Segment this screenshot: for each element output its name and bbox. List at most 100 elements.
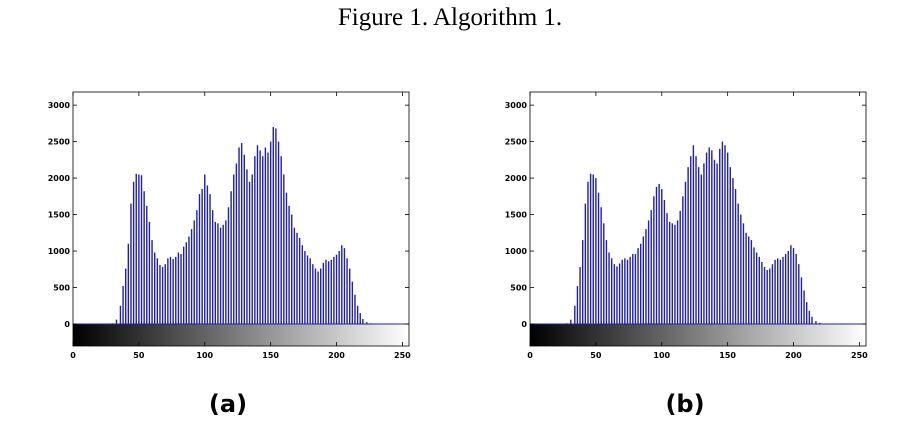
histogram-bar	[592, 174, 594, 324]
y-tick-label: 2000	[48, 174, 71, 183]
histogram-bar	[808, 310, 811, 324]
histogram-bar	[140, 175, 143, 324]
histogram-bar	[115, 319, 118, 324]
histogram-bar	[624, 258, 626, 324]
histogram-bar	[721, 141, 724, 324]
histogram-bar	[309, 258, 311, 324]
histogram-bar	[354, 294, 356, 324]
histogram-bar	[180, 253, 182, 324]
histogram-bar	[177, 252, 180, 324]
colorbar	[73, 324, 409, 346]
plot-frame	[529, 91, 867, 347]
histogram-bar	[787, 251, 789, 324]
histogram-bar	[779, 259, 782, 324]
histogram-bar	[256, 145, 259, 324]
histogram-bar	[734, 189, 737, 324]
histogram-bar	[695, 156, 697, 324]
histogram-bar	[201, 189, 203, 324]
histogram-bar	[132, 181, 135, 324]
histogram-bar	[716, 163, 718, 324]
x-tick-label: 150	[719, 351, 736, 360]
histogram-bar	[745, 232, 747, 324]
histogram-bar	[314, 268, 317, 324]
histogram-bar	[335, 254, 338, 324]
histogram-bar	[161, 267, 164, 324]
histogram-panel-b: 0 500 1000 1500 2000 2500 3000 0 50 100 150 200 250	[505, 78, 868, 368]
histogram-bar	[351, 281, 354, 324]
histogram-bar	[146, 205, 148, 324]
histogram-bar	[806, 302, 808, 324]
histogram-bar	[312, 264, 314, 324]
histogram-bar	[679, 210, 681, 324]
x-tick-label: 50	[133, 351, 145, 360]
histogram-bar	[254, 156, 256, 324]
histogram-bar	[755, 252, 758, 324]
histogram-bar	[238, 147, 240, 324]
histogram-bar	[645, 229, 647, 324]
histogram-bar	[603, 223, 605, 324]
histogram-chart-b: 0 500 1000 1500 2000 2500 3000 0 50 100 150 200 250	[505, 91, 868, 360]
histogram-bar	[703, 163, 705, 324]
histogram-bar	[169, 256, 172, 324]
x-tick-label: 250	[851, 351, 868, 360]
x-tick-label: 100	[196, 351, 213, 360]
x-tick-label: 0	[70, 351, 76, 360]
histogram-bar	[269, 141, 272, 324]
histogram-bar	[663, 199, 666, 324]
histogram-bar	[687, 167, 689, 324]
histogram-bar	[288, 205, 290, 324]
histogram-bar	[758, 256, 760, 324]
histogram-bar	[182, 246, 185, 324]
histogram-bar	[803, 290, 805, 324]
histogram-bar	[610, 258, 613, 324]
histogram-bar	[164, 264, 166, 324]
histogram-bar	[330, 259, 332, 324]
histogram-bar	[579, 267, 581, 324]
histogram-bar	[811, 316, 813, 324]
histogram-bar	[301, 245, 303, 324]
histogram-bar	[325, 259, 327, 324]
colorbar	[530, 324, 866, 346]
histogram-bar	[666, 213, 668, 324]
histogram-bar	[359, 313, 361, 324]
histogram-bar	[655, 186, 658, 324]
histogram-bar	[597, 192, 600, 324]
histogram-bar	[729, 167, 731, 324]
histogram-bar	[705, 152, 708, 324]
histogram-bar	[275, 128, 277, 324]
histogram-bar	[306, 255, 309, 324]
histogram-bar	[356, 305, 359, 324]
histogram-bar	[259, 150, 261, 324]
histogram-bar	[711, 150, 713, 324]
histogram-bar	[322, 262, 325, 324]
y-tick-label: 1500	[48, 211, 71, 220]
y-tick-label: 500	[510, 284, 527, 293]
histogram-bar	[589, 173, 592, 324]
histogram-bar	[327, 261, 330, 324]
y-tick-label: 1500	[505, 211, 528, 220]
histogram-bar	[708, 147, 710, 324]
histogram-bar	[719, 148, 721, 324]
histogram-bar	[674, 224, 676, 324]
histogram-bar	[243, 154, 245, 324]
histogram-bar	[262, 156, 264, 324]
histogram-bar	[626, 259, 629, 324]
histogram-bar	[156, 258, 159, 324]
histogram-bar	[726, 152, 729, 324]
histogram-panel-a: 0 500 1000 1500 2000 2500 3000 0 50 100 150 200 250	[48, 78, 411, 368]
histogram-bar	[642, 236, 645, 324]
histogram-bar	[587, 181, 589, 324]
histogram-bar	[317, 271, 319, 324]
histogram-bar	[217, 223, 219, 324]
histogram-bar	[214, 221, 217, 324]
histogram-bar	[634, 253, 637, 324]
y-tick-label: 3000	[505, 101, 528, 110]
histogram-bar	[750, 240, 753, 324]
histogram-bar	[280, 156, 282, 324]
histogram-bar	[225, 220, 227, 324]
histogram-chart-a: 0 500 1000 1500 2000 2500 3000 0 50 100 150 200 250	[48, 91, 411, 360]
histogram-bar	[748, 236, 750, 324]
histogram-bar	[346, 258, 348, 324]
histogram-bar	[661, 189, 663, 324]
histogram-bar	[296, 232, 298, 324]
